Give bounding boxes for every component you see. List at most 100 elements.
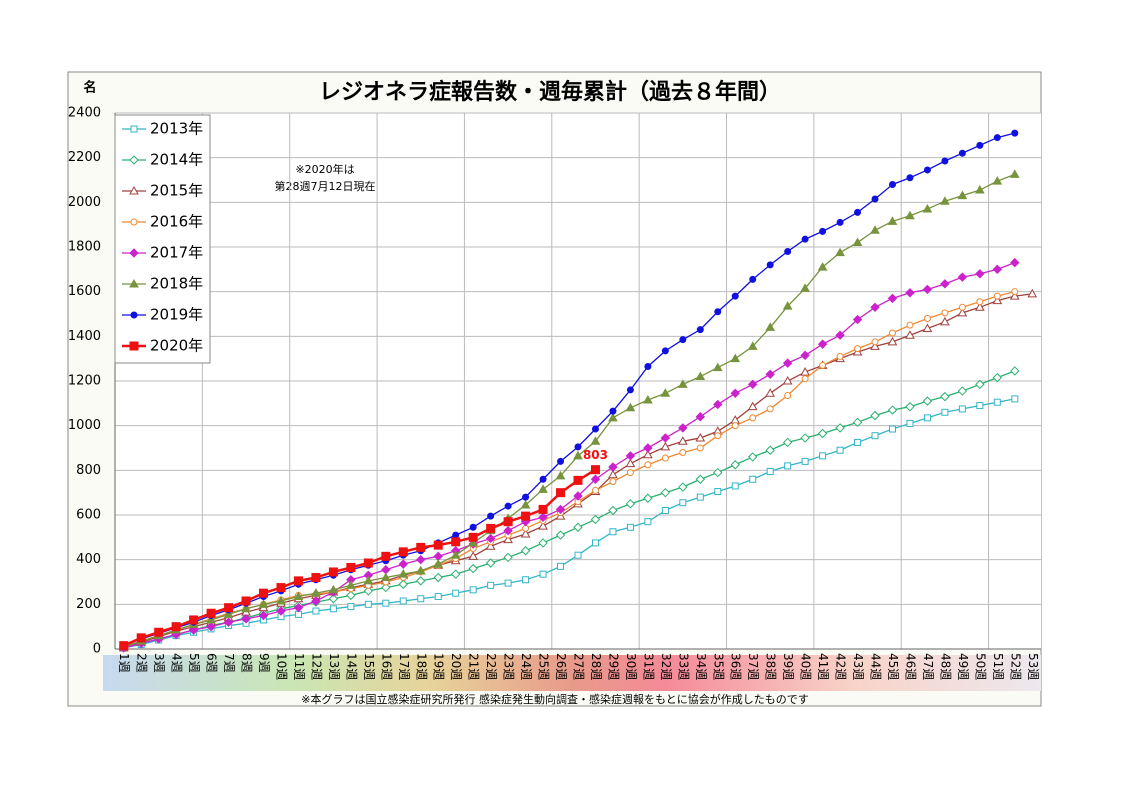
marker <box>976 141 984 149</box>
marker <box>941 408 949 416</box>
y-tick-label: 800 <box>76 463 101 478</box>
legend-box <box>114 114 211 364</box>
y-tick-label: 1800 <box>68 240 101 255</box>
marker <box>1010 257 1020 268</box>
marker <box>433 572 443 583</box>
marker <box>713 467 723 478</box>
x-tick-label: 39週 <box>781 653 795 680</box>
marker <box>941 309 949 317</box>
legend-label: 2020年 <box>150 337 203 355</box>
marker <box>871 195 879 203</box>
marker <box>819 227 827 235</box>
marker <box>608 505 618 516</box>
marker <box>958 149 966 157</box>
marker <box>922 284 933 295</box>
marker <box>784 247 792 255</box>
marker <box>748 452 758 462</box>
marker <box>415 565 426 575</box>
marker <box>522 576 530 584</box>
marker <box>887 293 898 304</box>
marker <box>679 448 687 456</box>
y-tick-label: 200 <box>76 597 101 612</box>
marker <box>433 559 444 568</box>
marker <box>452 589 460 597</box>
marker <box>957 386 968 396</box>
marker <box>940 391 950 402</box>
marker <box>382 599 390 607</box>
y-tick-label: 1600 <box>68 284 101 299</box>
marker <box>539 475 547 483</box>
y-label: 名 <box>83 80 96 96</box>
marker <box>992 176 1003 185</box>
marker <box>905 288 915 298</box>
legend-label: 2014年 <box>150 151 203 169</box>
marker <box>696 326 704 334</box>
x-tick-label: 5週 <box>187 653 201 673</box>
marker <box>730 388 740 398</box>
marker <box>241 614 251 624</box>
marker <box>188 625 199 635</box>
marker <box>784 392 792 400</box>
marker <box>450 550 461 559</box>
marker <box>819 361 827 369</box>
marker <box>887 336 898 346</box>
marker <box>434 593 442 601</box>
marker <box>276 583 286 593</box>
marker <box>852 314 863 325</box>
x-tick-label: 34週 <box>694 653 708 680</box>
x-tick-label: 3週 <box>152 653 166 673</box>
series-line <box>123 398 1015 649</box>
x-tick-label: 27週 <box>572 653 586 680</box>
y-tick-label: 600 <box>76 508 101 523</box>
marker <box>574 443 582 451</box>
marker <box>870 225 880 234</box>
marker <box>835 247 845 257</box>
annotation: ※2020年は <box>295 162 354 176</box>
marker <box>206 608 216 618</box>
marker <box>363 558 373 568</box>
marker <box>905 210 915 220</box>
marker <box>503 534 513 544</box>
marker <box>765 445 775 455</box>
x-tick-label: 29週 <box>606 653 620 680</box>
marker <box>695 371 706 381</box>
marker <box>450 569 461 579</box>
marker <box>870 302 880 313</box>
marker <box>609 528 617 536</box>
marker <box>538 538 548 548</box>
marker <box>695 474 706 484</box>
marker <box>224 603 234 613</box>
marker <box>975 269 985 279</box>
marker <box>538 484 548 493</box>
marker <box>520 528 531 538</box>
marker <box>888 329 896 337</box>
marker <box>906 321 914 329</box>
marker <box>679 499 687 507</box>
marker <box>364 600 372 608</box>
marker <box>661 454 669 462</box>
x-tick-label: 6週 <box>205 653 219 673</box>
marker <box>487 512 495 520</box>
marker <box>747 341 758 350</box>
marker <box>871 338 879 346</box>
marker <box>730 353 741 363</box>
marker <box>748 379 758 390</box>
marker <box>922 396 933 406</box>
marker <box>1011 129 1019 137</box>
marker <box>1009 291 1020 300</box>
marker <box>469 586 477 594</box>
marker <box>678 423 688 433</box>
marker <box>608 469 618 479</box>
marker <box>714 432 722 440</box>
legend-marker <box>130 311 138 319</box>
marker <box>398 569 409 578</box>
legend-label: 2015年 <box>150 182 203 200</box>
marker <box>1011 395 1019 403</box>
marker <box>749 414 757 422</box>
marker <box>731 292 739 300</box>
marker <box>347 603 355 611</box>
marker <box>660 433 671 443</box>
marker <box>974 302 985 311</box>
marker <box>485 533 496 544</box>
marker <box>1011 288 1019 296</box>
